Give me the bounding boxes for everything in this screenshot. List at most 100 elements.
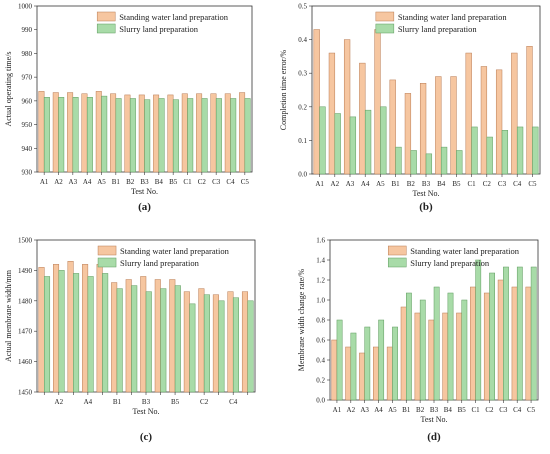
bar-standing-water — [359, 352, 365, 401]
bar-slurry — [406, 292, 412, 401]
bar-slurry — [349, 116, 357, 175]
bar-standing-water — [511, 286, 518, 401]
y-axis-label: Completion time error/% — [279, 49, 288, 130]
x-tick-label: A4 — [83, 178, 92, 186]
x-tick-label: B1 — [112, 178, 121, 186]
bar-standing-water — [400, 306, 407, 401]
bar-slurry — [87, 276, 94, 393]
bar-standing-water — [386, 346, 393, 401]
bar-standing-water — [345, 346, 352, 401]
y-tick-label: 990 — [22, 26, 33, 34]
bar-standing-water — [140, 276, 147, 393]
bar-slurry — [516, 266, 523, 401]
x-tick-label: C3 — [212, 178, 221, 186]
legend-label: Standing water land preparation — [398, 12, 508, 22]
bar-slurry — [364, 109, 372, 175]
bar-standing-water — [38, 91, 45, 173]
x-tick-label: A2 — [331, 180, 340, 188]
bar-standing-water — [313, 29, 320, 175]
bar-slurry — [456, 150, 463, 175]
bar-slurry — [189, 303, 196, 393]
bar-slurry — [419, 299, 426, 401]
bar-standing-water — [511, 52, 518, 175]
bar-standing-water — [138, 94, 145, 173]
bar-slurry — [144, 99, 151, 173]
panel-label: (c) — [140, 431, 153, 443]
legend-label: Slurry land preparation — [120, 258, 200, 268]
x-tick-label: C5 — [527, 406, 536, 414]
bar-slurry — [172, 99, 179, 173]
bar-slurry — [530, 266, 537, 401]
x-axis-label: Test No. — [133, 407, 160, 416]
bar-slurry — [86, 97, 93, 173]
x-tick-label: C2 — [200, 398, 209, 406]
bar-slurry — [73, 273, 80, 393]
bar-standing-water — [456, 312, 462, 401]
x-tick-label: B1 — [113, 398, 122, 406]
bar-slurry — [218, 300, 225, 393]
x-tick-label: A3 — [346, 180, 355, 188]
bar-slurry — [215, 98, 222, 173]
bar-slurry — [244, 98, 251, 173]
bar-standing-water — [328, 52, 336, 175]
legend-label: Standing water land preparation — [119, 12, 229, 22]
bar-standing-water — [331, 339, 338, 401]
y-tick-label: 1460 — [18, 358, 33, 366]
x-tick-label: B1 — [402, 406, 411, 414]
y-axis-label: Actual membrane width/mm — [4, 269, 13, 362]
x-tick-label: A1 — [40, 178, 49, 186]
bar-slurry — [160, 288, 167, 393]
y-axis-label: Actual operating time/s — [4, 51, 13, 126]
x-tick-label: B4 — [155, 178, 164, 186]
bar-slurry — [461, 299, 468, 401]
y-tick-label: 0.5 — [298, 3, 307, 11]
bar-slurry — [336, 319, 343, 401]
y-tick-label: 1000 — [18, 3, 33, 11]
legend-swatch-standing-water — [387, 245, 407, 256]
x-tick-label: C3 — [499, 406, 508, 414]
bar-slurry — [247, 300, 254, 393]
bar-standing-water — [480, 66, 488, 175]
bar-slurry — [58, 270, 65, 393]
bar-standing-water — [227, 291, 234, 393]
bar-slurry — [145, 291, 152, 393]
bar-slurry — [203, 294, 210, 393]
bar-slurry — [187, 98, 194, 173]
panel-label: (b) — [419, 201, 433, 213]
x-tick-label: A3 — [69, 178, 78, 186]
chart-panel-2: 0.0 0.1 0.2 0.3 0.4 0.5 A1 A2 A3 A4 A5 B1 B2 B3 B4 B5 C1… — [279, 3, 541, 213]
legend-swatch-slurry — [97, 257, 117, 268]
x-axis-label: Test No. — [421, 415, 448, 424]
legend-label: Standing water land preparation — [410, 246, 520, 256]
chart-panel-4: 0.0 0.2 0.4 0.6 0.8 1.0 1.2 1.4 1.6 A1 A2 A3 A4 A5 B1 B… — [297, 237, 539, 443]
bar-standing-water — [110, 93, 117, 173]
y-tick-label: 0.0 — [316, 397, 325, 405]
y-tick-label: 0.6 — [316, 337, 325, 345]
bar-standing-water — [389, 79, 396, 175]
bar-standing-water — [442, 312, 449, 401]
panel-label: (d) — [427, 431, 441, 443]
legend-label: Slurry land preparation — [119, 24, 199, 34]
bar-standing-water — [497, 279, 504, 401]
bar-standing-water — [428, 319, 435, 401]
bar-slurry — [350, 332, 357, 401]
x-tick-label: B3 — [430, 406, 439, 414]
legend-swatch-standing-water — [375, 11, 395, 22]
y-tick-label: 1.2 — [316, 277, 325, 285]
x-tick-label: B5 — [452, 180, 461, 188]
bar-slurry — [489, 272, 495, 401]
chart-panel-3: 1450 1460 1470 1480 1490 1500 A2 A4 B1 B3 B5 C2 C4 Te… — [4, 237, 256, 443]
x-tick-label: B2 — [407, 180, 416, 188]
y-tick-label: 0.3 — [298, 70, 307, 78]
legend-swatch-standing-water — [97, 245, 117, 256]
x-tick-label: B2 — [126, 178, 135, 186]
bar-slurry — [486, 136, 493, 175]
bar-standing-water — [111, 282, 118, 393]
bar-standing-water — [169, 279, 176, 393]
x-tick-label: A1 — [333, 406, 342, 414]
bar-standing-water — [82, 264, 89, 393]
y-tick-label: 0.4 — [316, 357, 325, 365]
bar-standing-water — [343, 39, 351, 175]
bar-slurry — [158, 98, 165, 173]
